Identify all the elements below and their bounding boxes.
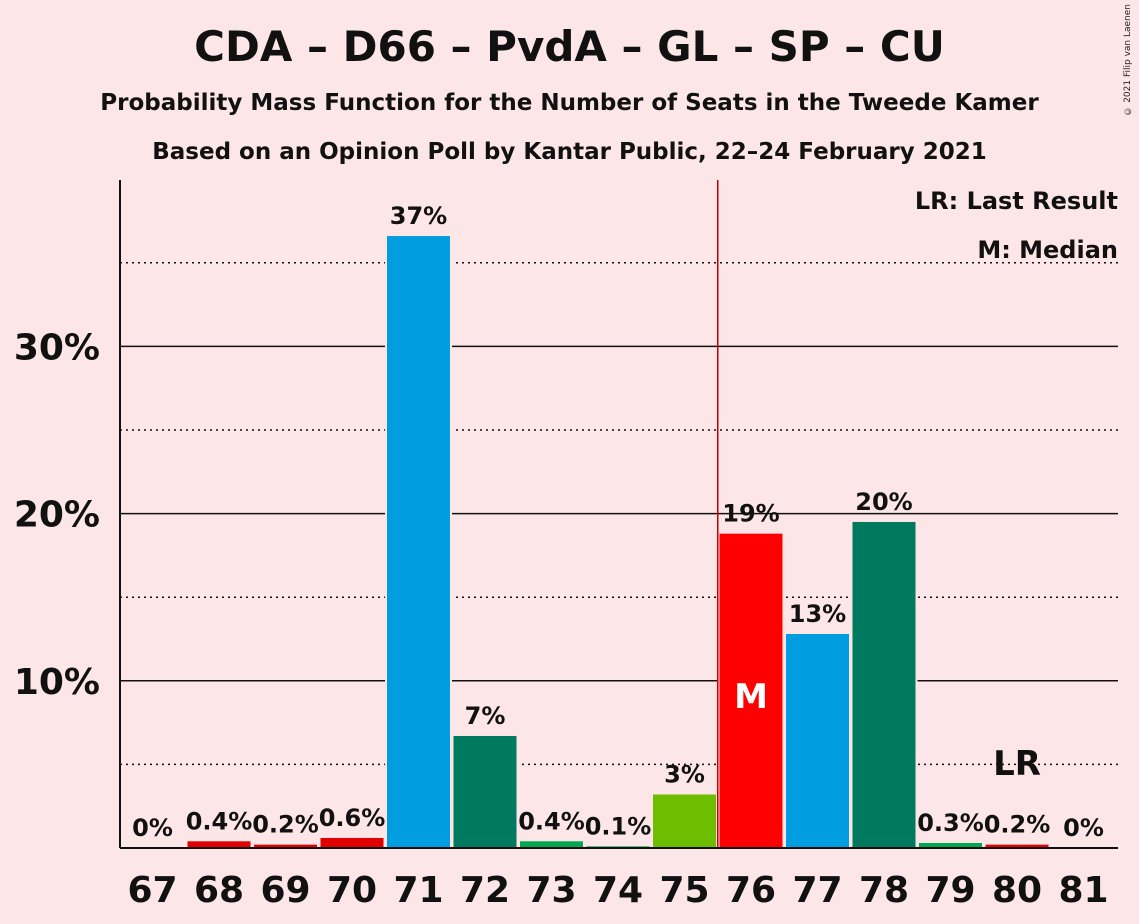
bar-seats-75: [653, 794, 716, 848]
data-label-75: 3%: [664, 760, 705, 788]
axes: 10% 20% 30% 67 68 69 70 71 72 73 74 75 76 77 78 79 80 81: [14, 180, 1118, 911]
legend-median: M: Median: [977, 236, 1118, 264]
y-tick-label: 30%: [14, 327, 100, 368]
x-tick-label: 71: [393, 870, 443, 911]
x-tick-label: 73: [526, 870, 576, 911]
data-label-80: 0.2%: [984, 811, 1051, 839]
data-label-71: 37%: [390, 202, 447, 230]
x-tick-label: 69: [260, 870, 310, 911]
bar-seats-70: [320, 837, 384, 848]
x-tick-label: 79: [925, 870, 975, 911]
x-tick-label: 75: [659, 870, 709, 911]
x-tick-label: 76: [726, 870, 776, 911]
x-tick-label: 80: [992, 870, 1042, 911]
bar-seats-73: [520, 841, 583, 848]
data-label-81: 0%: [1063, 814, 1104, 842]
y-tick-label: 10%: [14, 662, 100, 703]
data-label-72: 7%: [465, 702, 506, 730]
bar-seats-77: [786, 633, 849, 848]
data-label-78: 20%: [855, 488, 912, 516]
data-label-79: 0.3%: [917, 809, 984, 837]
data-label-73: 0.4%: [518, 807, 585, 835]
chart-title: CDA – D66 – PvdA – GL – SP – CU: [194, 22, 945, 71]
x-tick-label: 67: [127, 870, 177, 911]
bar-seats-69: [254, 844, 317, 848]
chart-subtitle: Probability Mass Function for the Number…: [100, 90, 1039, 116]
data-label-76: 19%: [722, 500, 779, 528]
bar-seats-72: [453, 735, 517, 848]
x-tick-label: 77: [792, 870, 842, 911]
data-labels: 0% 0.4% 0.2% 0.6%37%7%0.4% 0.1%3%19%13%20%0.…: [132, 202, 1104, 842]
median-marker: M: [734, 677, 768, 717]
bar-seats-76: [719, 533, 783, 848]
chart-source: Based on an Opinion Poll by Kantar Publi…: [152, 139, 987, 165]
grid-lines: [120, 262, 1118, 766]
data-label-77: 13%: [789, 600, 846, 628]
legend-last-result: LR: Last Result: [915, 187, 1118, 215]
data-label-69: 0.2%: [252, 811, 319, 839]
x-tick-label: 72: [460, 870, 510, 911]
bars: [185, 235, 1051, 849]
x-tick-label: 70: [327, 870, 377, 911]
x-tick-label: 81: [1058, 870, 1108, 911]
bar-seats-80: [985, 844, 1049, 848]
bar-seats-68: [187, 841, 251, 848]
x-tick-label: 68: [194, 870, 244, 911]
last-result-marker: LR: [993, 744, 1041, 784]
y-tick-label: 20%: [14, 495, 100, 536]
data-label-68: 0.4%: [186, 807, 253, 835]
data-label-67: 0%: [132, 814, 173, 842]
x-tick-label: 78: [859, 870, 909, 911]
bar-seats-71: [387, 236, 450, 849]
bar-seats-78: [852, 521, 916, 848]
data-label-74: 0.1%: [585, 812, 652, 840]
x-tick-label: 74: [593, 870, 643, 911]
bar-seats-79: [919, 842, 982, 848]
data-label-70: 0.6%: [319, 804, 386, 832]
